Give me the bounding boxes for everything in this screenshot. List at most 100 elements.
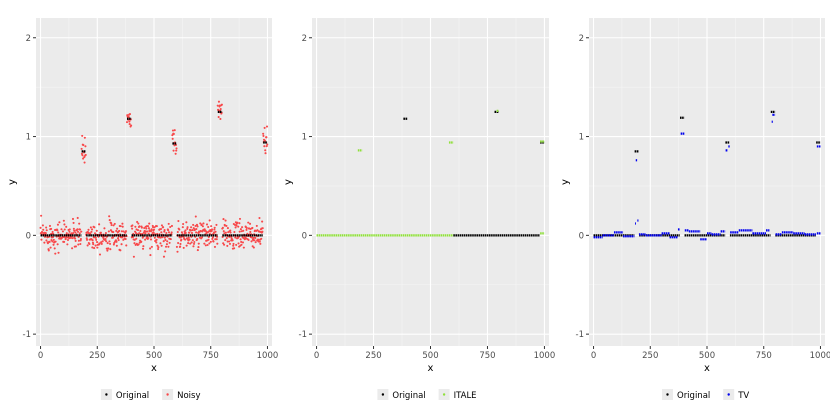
noisy-point — [157, 246, 160, 249]
noisy-point — [186, 226, 189, 229]
noisy-point — [112, 224, 115, 227]
noisy-point — [178, 228, 181, 231]
noisy-point — [153, 226, 156, 229]
x-tick-label: 0 — [38, 351, 43, 361]
noisy-point — [40, 214, 43, 217]
noisy-point — [176, 250, 179, 253]
noisy-point — [86, 244, 89, 247]
noisy-point — [82, 157, 85, 160]
noisy-point — [93, 247, 96, 250]
noisy-point — [223, 243, 226, 246]
x-tick-label: 500 — [699, 351, 715, 361]
noisy-point — [217, 109, 220, 112]
noisy-point — [41, 231, 44, 234]
noisy-point — [201, 225, 204, 228]
noisy-point — [173, 129, 176, 132]
noisy-point — [130, 124, 133, 127]
noisy-point — [215, 238, 218, 241]
noisy-point — [104, 232, 107, 235]
noisy-point — [150, 230, 153, 233]
noisy-point — [221, 226, 224, 229]
y-axis-label: y — [7, 179, 18, 185]
noisy-point — [125, 244, 128, 247]
noisy-point — [110, 222, 113, 225]
noisy-point — [66, 243, 69, 246]
noisy-point — [113, 222, 116, 225]
noisy-point — [68, 228, 71, 231]
noisy-point — [93, 232, 97, 235]
series-original — [40, 110, 268, 237]
noisy-point — [80, 147, 83, 150]
noisy-point — [152, 226, 155, 229]
noisy-point — [103, 227, 106, 230]
noisy-point — [122, 230, 125, 233]
noisy-point — [88, 242, 91, 246]
noisy-point — [149, 238, 153, 241]
noisy-point — [164, 250, 167, 253]
noisy-point — [125, 121, 129, 124]
noisy-point — [71, 247, 74, 250]
noisy-point — [41, 224, 44, 227]
noisy-point — [247, 221, 250, 224]
noisy-point — [98, 253, 102, 256]
noisy-point — [131, 227, 134, 230]
noisy-point — [116, 237, 120, 240]
noisy-point — [194, 215, 197, 218]
noisy-point — [84, 153, 87, 156]
noisy-point — [222, 218, 225, 221]
noisy-point — [196, 225, 199, 228]
y-tick-label: -1 — [576, 330, 584, 340]
noisy-point — [74, 245, 77, 248]
noisy-point — [255, 224, 258, 227]
noisy-point — [214, 238, 217, 241]
noisy-point — [213, 228, 216, 231]
noisy-point — [168, 241, 171, 244]
noisy-point — [254, 236, 257, 240]
noisy-point — [250, 240, 253, 243]
noisy-point — [117, 239, 120, 242]
noisy-point — [210, 225, 213, 228]
noisy-point — [93, 226, 96, 229]
noisy-point — [266, 143, 269, 146]
noisy-point — [195, 231, 198, 234]
noisy-point — [105, 240, 108, 243]
noisy-point — [228, 242, 232, 245]
noisy-point — [238, 222, 241, 225]
noisy-point — [172, 149, 175, 152]
noisy-point — [170, 224, 173, 228]
noisy-point — [192, 242, 196, 245]
noisy-point — [106, 242, 109, 245]
noisy-point — [120, 230, 123, 233]
noisy-point — [251, 226, 254, 229]
noisy-point — [159, 242, 162, 245]
noisy-point — [167, 231, 171, 234]
noisy-point — [167, 229, 170, 232]
noisy-point — [167, 245, 170, 248]
noisy-point — [121, 236, 124, 239]
noisy-point — [124, 237, 127, 241]
noisy-point — [232, 242, 235, 245]
y-axis-label: y — [560, 179, 571, 185]
noisy-point — [189, 229, 192, 232]
noisy-point — [100, 242, 103, 245]
noisy-point — [146, 230, 149, 233]
x-tick-label: 500 — [422, 351, 438, 361]
noisy-point — [71, 217, 75, 221]
noisy-point — [160, 224, 163, 227]
noisy-point — [133, 238, 136, 241]
noisy-point — [118, 229, 121, 233]
x-tick-label: 1000 — [810, 351, 830, 361]
noisy-point — [250, 236, 253, 239]
noisy-point — [72, 227, 75, 230]
noisy-point — [263, 139, 266, 142]
noisy-point — [166, 240, 169, 243]
noisy-point — [203, 242, 206, 245]
noisy-point — [224, 231, 227, 234]
noisy-point — [191, 229, 194, 232]
noisy-point — [219, 107, 222, 111]
noisy-point — [205, 223, 209, 226]
noisy-point — [121, 222, 124, 225]
x-axis-label: x — [151, 363, 157, 374]
noisy-point — [78, 232, 81, 235]
noisy-point — [152, 228, 156, 231]
